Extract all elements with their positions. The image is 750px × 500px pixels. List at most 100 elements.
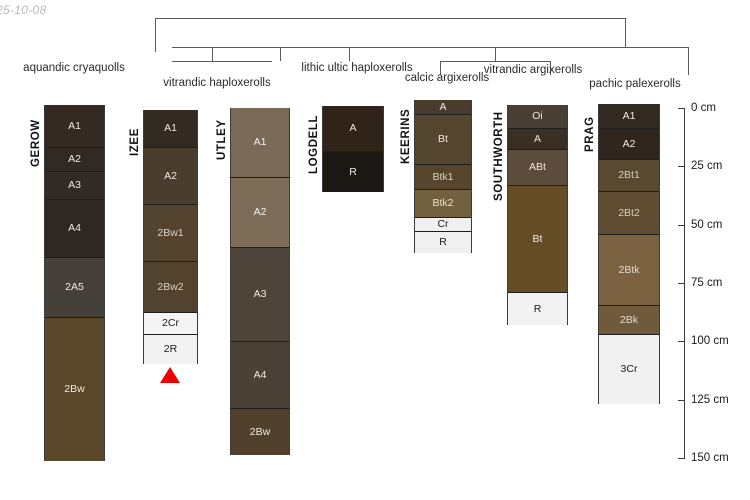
horizon-label: 3Cr bbox=[620, 363, 638, 376]
horizon-label: Bt bbox=[532, 232, 543, 245]
profile-name-label: PRAG bbox=[584, 116, 596, 152]
soil-horizon[interactable]: A1 bbox=[231, 108, 289, 178]
horizon-label: ABt bbox=[529, 161, 546, 174]
soil-horizon[interactable]: 2Bw2 bbox=[144, 262, 197, 313]
soil-horizon[interactable]: R bbox=[415, 232, 471, 253]
soil-horizon[interactable]: A1 bbox=[599, 104, 659, 129]
depth-axis-tick bbox=[678, 399, 685, 401]
dendrogram-vertical-edge bbox=[440, 61, 441, 75]
taxon-label: lithic ultic haploxerolls bbox=[301, 62, 413, 74]
soil-horizon[interactable]: A2 bbox=[45, 148, 104, 172]
horizon-label: 2R bbox=[163, 343, 178, 356]
soil-horizon[interactable]: A4 bbox=[45, 200, 104, 258]
horizon-label: R bbox=[439, 236, 447, 249]
bedrock-marker-icon bbox=[160, 367, 180, 383]
horizon-label: Cr bbox=[437, 218, 449, 231]
dendrogram-vertical-edge bbox=[280, 47, 281, 61]
soil-horizon[interactable]: 2Bw bbox=[231, 409, 289, 455]
horizon-label: Oi bbox=[532, 110, 543, 123]
horizon-label: Btk1 bbox=[432, 170, 454, 183]
dendrogram-horizontal-edge bbox=[212, 47, 349, 48]
horizon-label: 2Bw bbox=[249, 425, 271, 438]
horizon-label: 2Bw2 bbox=[157, 280, 184, 293]
depth-axis-tick bbox=[678, 282, 685, 284]
depth-axis-tick-label: 25 cm bbox=[691, 160, 723, 173]
soil-horizon[interactable]: 2A5 bbox=[45, 258, 104, 318]
horizon-label: 2Btk bbox=[618, 263, 640, 276]
depth-axis-tick-label: 125 cm bbox=[691, 393, 729, 406]
horizon-label: A3 bbox=[253, 288, 267, 301]
soil-horizon[interactable]: 2Bt2 bbox=[599, 192, 659, 235]
soil-horizon[interactable]: A1 bbox=[144, 110, 197, 148]
soil-horizon[interactable]: Bt bbox=[415, 115, 471, 165]
soil-horizon[interactable]: A bbox=[415, 100, 471, 115]
depth-axis-tick-label: 150 cm bbox=[691, 451, 729, 464]
soil-horizon[interactable]: A bbox=[323, 106, 383, 152]
horizon-label: A1 bbox=[253, 136, 267, 149]
soil-horizon[interactable]: 2R bbox=[144, 335, 197, 364]
dendrogram-vertical-edge bbox=[212, 47, 213, 61]
soil-horizon[interactable]: A4 bbox=[231, 342, 289, 409]
horizon-label: 2Bt1 bbox=[618, 169, 640, 182]
soil-horizon[interactable]: R bbox=[323, 152, 383, 192]
soil-horizon[interactable]: Cr bbox=[415, 218, 471, 232]
profile-name-label: GEROW bbox=[30, 119, 42, 167]
soil-horizon[interactable]: 2Bw1 bbox=[144, 205, 197, 262]
taxon-label: pachic palexerolls bbox=[589, 78, 681, 90]
soil-profile-column[interactable]: A Bt Btk1 Btk2 Cr R bbox=[414, 100, 472, 253]
taxon-label: vitrandic haploxerolls bbox=[163, 77, 271, 89]
soil-horizon[interactable]: ABt bbox=[508, 150, 567, 186]
soil-horizon[interactable]: 2Bk bbox=[599, 306, 659, 335]
soil-profile-column[interactable]: Oi A ABt Bt R bbox=[507, 105, 568, 325]
date-stamp: 25-10-08 bbox=[0, 3, 47, 17]
soil-horizon[interactable]: 2Bw bbox=[45, 318, 104, 461]
soil-horizon[interactable]: A3 bbox=[231, 248, 289, 342]
dendrogram-horizontal-edge bbox=[172, 47, 688, 48]
soil-horizon[interactable]: A3 bbox=[45, 172, 104, 200]
depth-axis-tick-label: 50 cm bbox=[691, 218, 723, 231]
dendrogram-horizontal-edge bbox=[172, 61, 272, 62]
soil-horizon[interactable]: A2 bbox=[231, 178, 289, 248]
depth-axis-tick-label: 0 cm bbox=[691, 102, 716, 114]
dendrogram-vertical-edge bbox=[155, 18, 156, 52]
horizon-label: 2Bt2 bbox=[618, 206, 640, 219]
soil-horizon[interactable]: 2Cr bbox=[144, 313, 197, 335]
horizon-label: A bbox=[439, 100, 447, 113]
horizon-label: A4 bbox=[68, 222, 81, 235]
soil-horizon[interactable]: Btk1 bbox=[415, 165, 471, 190]
soil-horizon[interactable]: A2 bbox=[599, 129, 659, 160]
soil-horizon[interactable]: Bt bbox=[508, 186, 567, 293]
dendrogram-vertical-edge bbox=[625, 18, 626, 47]
horizon-label: 2Bw1 bbox=[157, 226, 184, 239]
dendrogram-vertical-edge bbox=[550, 61, 551, 75]
depth-axis-tick-label: 100 cm bbox=[691, 335, 729, 348]
depth-axis-tick bbox=[678, 166, 685, 168]
soil-horizon[interactable]: 2Btk bbox=[599, 235, 659, 306]
soil-horizon[interactable]: 2Bt1 bbox=[599, 160, 659, 192]
taxon-label: aquandic cryaquolls bbox=[23, 62, 125, 74]
taxonomy-dendrogram: aquandic cryaquolls vitrandic haploxeroll… bbox=[0, 0, 750, 95]
soil-horizon[interactable]: Oi bbox=[508, 105, 567, 129]
depth-axis-tick bbox=[678, 224, 685, 226]
soil-profile-column[interactable]: A1 A2 A3 A4 2Bw bbox=[230, 108, 290, 455]
soil-horizon[interactable]: Btk2 bbox=[415, 190, 471, 218]
soil-profile-column[interactable]: A1 A2 2Bw1 2Bw2 2Cr 2R bbox=[143, 110, 198, 364]
soil-horizon[interactable]: R bbox=[508, 293, 567, 325]
horizon-label: A2 bbox=[253, 206, 267, 219]
soil-profile-column[interactable]: A1 A2 2Bt1 2Bt2 2Btk 2Bk 3Cr bbox=[598, 104, 660, 404]
horizon-label: A1 bbox=[622, 109, 636, 122]
horizon-label: A3 bbox=[68, 179, 81, 192]
horizon-label: A1 bbox=[68, 119, 81, 132]
profile-name-label: LOGDELL bbox=[308, 114, 320, 174]
soil-horizon[interactable]: A1 bbox=[45, 105, 104, 148]
horizon-label: A1 bbox=[164, 122, 177, 135]
soil-horizon[interactable]: A bbox=[508, 129, 567, 150]
horizon-label: 2Bk bbox=[619, 313, 639, 326]
soil-horizon[interactable]: A2 bbox=[144, 148, 197, 205]
soil-profile-column[interactable]: A1 A2 A3 A4 2A5 2Bw bbox=[44, 105, 105, 461]
soil-horizon[interactable]: 3Cr bbox=[599, 335, 659, 404]
dendrogram-horizontal-edge bbox=[155, 18, 625, 19]
